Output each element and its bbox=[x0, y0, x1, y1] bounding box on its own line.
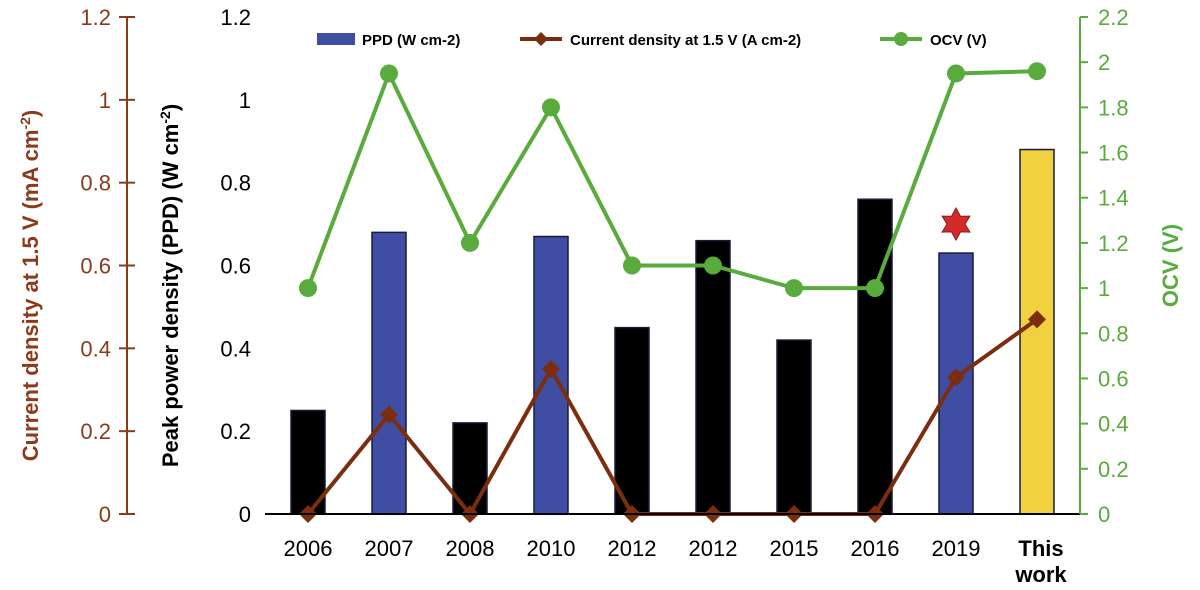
bar-5 bbox=[695, 239, 731, 515]
annotations-group bbox=[941, 207, 971, 242]
ocv-point-9 bbox=[1028, 62, 1046, 81]
legend-marker-current-density bbox=[534, 32, 548, 46]
x-tick-label: 2008 bbox=[446, 536, 495, 561]
left-axis-tick-label: 1 bbox=[99, 88, 111, 113]
middle-axis-tick-label: 0.2 bbox=[220, 419, 251, 444]
x-tick-label: 2019 bbox=[932, 536, 981, 561]
current-density-point-1 bbox=[380, 405, 398, 424]
right-axis-tick-label: 1.6 bbox=[1098, 141, 1129, 166]
lines-group bbox=[299, 62, 1046, 523]
ocv-point-7 bbox=[866, 279, 884, 298]
ocv-point-2 bbox=[461, 233, 479, 252]
right-axis-tick-label: 2.2 bbox=[1098, 5, 1129, 30]
legend-label-current-density: Current density at 1.5 V (A cm-2) bbox=[570, 32, 801, 49]
right-axis-tick-label: 1.2 bbox=[1098, 231, 1129, 256]
bar-0 bbox=[290, 409, 326, 515]
legend: PPD (W cm-2) Current density at 1.5 V (A … bbox=[317, 32, 987, 49]
legend-label-ppd: PPD (W cm-2) bbox=[362, 32, 460, 49]
x-tick-label: 2006 bbox=[284, 536, 333, 561]
middle-axis-tick-label: 0 bbox=[239, 502, 251, 527]
left-axis-tick-label: 0.6 bbox=[80, 254, 111, 279]
x-tick-label: 2012 bbox=[689, 536, 738, 561]
ocv-point-1 bbox=[380, 64, 398, 83]
ocv-point-8 bbox=[947, 64, 965, 83]
x-tick-label: work bbox=[1014, 562, 1067, 587]
ocv-point-4 bbox=[623, 256, 641, 275]
legend-marker-ocv bbox=[894, 32, 908, 46]
bar-7 bbox=[857, 198, 893, 515]
left-axis-tick-label: 1.2 bbox=[80, 5, 111, 30]
bar-9 bbox=[1019, 148, 1055, 515]
bar-6 bbox=[776, 339, 812, 515]
current-density-line bbox=[306, 317, 1039, 516]
left-axis-tick-label: 0.2 bbox=[80, 419, 111, 444]
right-axis-tick-label: 0.2 bbox=[1098, 457, 1129, 482]
left-axis-title: Current density at 1.5 V (mA cm-2) bbox=[17, 110, 43, 462]
ocv-line bbox=[306, 69, 1038, 291]
x-tick-label: 2012 bbox=[608, 536, 657, 561]
middle-axis-title-sup: -2 bbox=[157, 111, 173, 124]
middle-axis-tick-label: 1.2 bbox=[220, 5, 251, 30]
ocv-point-0 bbox=[299, 279, 317, 298]
x-tick-label: 2007 bbox=[365, 536, 414, 561]
middle-axis-tick-label: 0.8 bbox=[220, 171, 251, 196]
right-axis-tick-label: 1.8 bbox=[1098, 95, 1129, 120]
current-density-point-8 bbox=[947, 368, 965, 387]
right-axis-title: OCV (V) bbox=[1158, 224, 1183, 307]
bar-1 bbox=[371, 231, 407, 515]
middle-axis-tick-label: 0.4 bbox=[220, 336, 251, 361]
bar-4 bbox=[614, 326, 650, 515]
legend-label-ocv: OCV (V) bbox=[930, 32, 987, 49]
right-axis-tick-label: 0.6 bbox=[1098, 366, 1129, 391]
right-axis-tick-label: 2 bbox=[1098, 50, 1110, 75]
current-density-point-3 bbox=[542, 360, 560, 379]
middle-axis-title: Peak power density (PPD) (W cm-2) bbox=[157, 104, 183, 467]
ocv-point-6 bbox=[785, 279, 803, 298]
x-tick-label: This bbox=[1018, 536, 1063, 561]
left-axis-title-sup: -2 bbox=[17, 117, 33, 130]
left-axis-tick-label: 0.8 bbox=[80, 171, 111, 196]
left-axis-tick-label: 0 bbox=[99, 502, 111, 527]
current-density-point-9 bbox=[1028, 310, 1046, 329]
star-annotation-0 bbox=[941, 207, 971, 242]
right-axis-tick-label: 0.4 bbox=[1098, 412, 1129, 437]
bars-group bbox=[290, 148, 1055, 515]
x-tick-label: 2010 bbox=[527, 536, 576, 561]
right-axis-tick-label: 0 bbox=[1098, 502, 1110, 527]
middle-axis-tick-label: 0.6 bbox=[220, 254, 251, 279]
middle-axis-tick-label: 1 bbox=[239, 88, 251, 113]
legend-swatch-ppd bbox=[317, 33, 355, 45]
x-tick-label: 2015 bbox=[770, 536, 819, 561]
right-axis-tick-label: 1.4 bbox=[1098, 186, 1129, 211]
left-axis-tick-label: 0.4 bbox=[80, 336, 111, 361]
x-tick-label: 2016 bbox=[851, 536, 900, 561]
axes-group: 0 0.2 0.4 0.6 0.8 1 1.2 Current density at 1.5 … bbox=[17, 5, 1183, 587]
right-axis-tick-label: 0.8 bbox=[1098, 321, 1129, 346]
right-axis-tick-label: 1 bbox=[1098, 276, 1110, 301]
ocv-point-5 bbox=[704, 256, 722, 275]
ocv-point-3 bbox=[542, 98, 560, 117]
